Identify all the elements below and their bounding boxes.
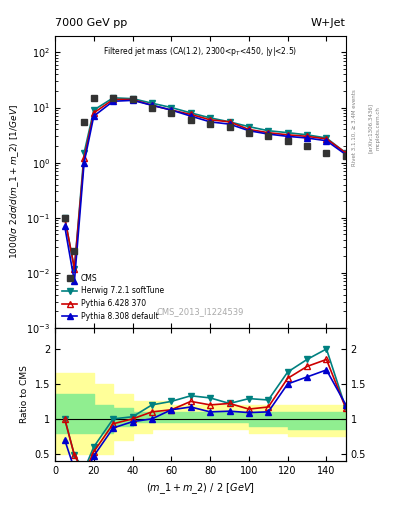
Y-axis label: Ratio to CMS: Ratio to CMS	[20, 366, 29, 423]
Pythia 6.428 370	[305, 133, 309, 139]
CMS	[227, 123, 232, 130]
Pythia 6.428 370	[246, 126, 251, 133]
Pythia 6.428 370	[72, 265, 77, 271]
CMS	[188, 117, 193, 123]
Herwig 7.2.1 softTune	[62, 215, 67, 221]
CMS	[82, 119, 86, 125]
Pythia 6.428 370	[324, 136, 329, 142]
Pythia 6.428 370	[208, 117, 213, 123]
Pythia 8.308 default	[324, 138, 329, 144]
Pythia 8.308 default	[208, 119, 213, 125]
Line: Pythia 6.428 370: Pythia 6.428 370	[62, 97, 349, 271]
CMS	[208, 121, 213, 127]
Pythia 6.428 370	[169, 107, 174, 113]
Text: W+Jet: W+Jet	[311, 18, 346, 28]
Pythia 8.308 default	[266, 131, 271, 137]
Herwig 7.2.1 softTune	[324, 135, 329, 141]
Pythia 8.308 default	[188, 113, 193, 119]
Herwig 7.2.1 softTune	[130, 96, 135, 102]
CMS	[92, 95, 96, 101]
Line: CMS: CMS	[61, 94, 349, 254]
Pythia 6.428 370	[82, 155, 86, 161]
CMS	[130, 96, 135, 102]
Pythia 6.428 370	[188, 111, 193, 117]
Herwig 7.2.1 softTune	[72, 265, 77, 271]
Text: Rivet 3.1.10, ≥ 3.4M events: Rivet 3.1.10, ≥ 3.4M events	[352, 90, 357, 166]
Text: 7000 GeV pp: 7000 GeV pp	[55, 18, 127, 28]
X-axis label: $(m\_1 + m\_2)\ /\ 2\ [GeV]$: $(m\_1 + m\_2)\ /\ 2\ [GeV]$	[146, 481, 255, 496]
CMS	[285, 138, 290, 144]
Pythia 8.308 default	[82, 160, 86, 166]
Herwig 7.2.1 softTune	[150, 100, 154, 106]
Herwig 7.2.1 softTune	[227, 119, 232, 125]
Pythia 8.308 default	[111, 98, 116, 104]
Pythia 8.308 default	[72, 279, 77, 285]
Pythia 8.308 default	[62, 223, 67, 229]
Text: CMS_2013_I1224539: CMS_2013_I1224539	[157, 307, 244, 316]
Pythia 8.308 default	[285, 133, 290, 139]
Herwig 7.2.1 softTune	[92, 107, 96, 113]
Pythia 8.308 default	[169, 107, 174, 113]
Pythia 6.428 370	[266, 130, 271, 136]
Pythia 8.308 default	[343, 152, 348, 158]
Herwig 7.2.1 softTune	[246, 123, 251, 130]
Pythia 8.308 default	[227, 121, 232, 127]
CMS	[169, 110, 174, 116]
Line: Pythia 8.308 default: Pythia 8.308 default	[62, 98, 349, 284]
Pythia 8.308 default	[246, 127, 251, 134]
Text: [arXiv:1306.3436]: [arXiv:1306.3436]	[367, 103, 373, 153]
Herwig 7.2.1 softTune	[82, 150, 86, 156]
Herwig 7.2.1 softTune	[169, 104, 174, 111]
Herwig 7.2.1 softTune	[188, 110, 193, 116]
CMS	[62, 215, 67, 221]
Pythia 6.428 370	[62, 215, 67, 221]
Legend: CMS, Herwig 7.2.1 softTune, Pythia 6.428 370, Pythia 8.308 default: CMS, Herwig 7.2.1 softTune, Pythia 6.428…	[59, 271, 167, 324]
Pythia 6.428 370	[285, 132, 290, 138]
Pythia 6.428 370	[343, 150, 348, 156]
Pythia 6.428 370	[130, 96, 135, 102]
Herwig 7.2.1 softTune	[111, 95, 116, 101]
Line: Herwig 7.2.1 softTune: Herwig 7.2.1 softTune	[62, 95, 349, 271]
CMS	[324, 150, 329, 156]
Herwig 7.2.1 softTune	[343, 150, 348, 156]
CMS	[150, 104, 154, 111]
CMS	[111, 95, 116, 101]
Text: mcplots.cern.ch: mcplots.cern.ch	[375, 106, 380, 150]
CMS	[72, 248, 77, 254]
Herwig 7.2.1 softTune	[266, 127, 271, 134]
Herwig 7.2.1 softTune	[305, 132, 309, 138]
Pythia 6.428 370	[92, 110, 96, 116]
Pythia 6.428 370	[111, 96, 116, 102]
Herwig 7.2.1 softTune	[285, 130, 290, 136]
Pythia 6.428 370	[227, 119, 232, 125]
Pythia 8.308 default	[92, 113, 96, 119]
CMS	[266, 133, 271, 139]
CMS	[246, 130, 251, 136]
Y-axis label: $1000/\sigma\ 2d\sigma/d(m\_1 + m\_2)\ [1/GeV]$: $1000/\sigma\ 2d\sigma/d(m\_1 + m\_2)\ […	[8, 104, 20, 260]
Pythia 8.308 default	[150, 102, 154, 109]
Pythia 8.308 default	[130, 97, 135, 103]
Text: Filtered jet mass (CA(1.2), 2300<p$_T$<450, |y|<2.5): Filtered jet mass (CA(1.2), 2300<p$_T$<4…	[103, 45, 298, 58]
CMS	[343, 153, 348, 159]
Herwig 7.2.1 softTune	[208, 115, 213, 121]
CMS	[305, 143, 309, 149]
Pythia 6.428 370	[150, 102, 154, 109]
Pythia 8.308 default	[305, 135, 309, 141]
